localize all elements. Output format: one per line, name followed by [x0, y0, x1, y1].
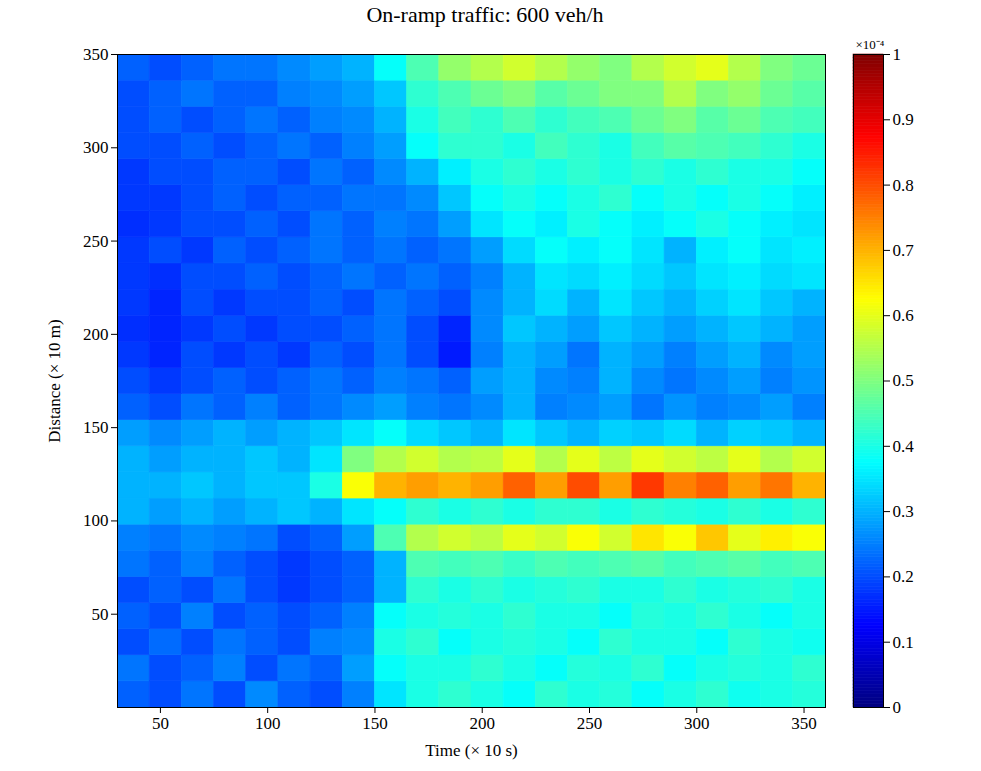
html-text:On-ramp traffic: 600 veh/h: On-ramp traffic: 600 veh/h	[366, 2, 604, 27]
svg-text:300: 300	[684, 714, 710, 733]
svg-text:200: 200	[83, 325, 109, 344]
svg-text:350: 350	[83, 45, 109, 64]
svg-text:Time (× 10 s): Time (× 10 s)	[425, 741, 518, 760]
svg-text:50: 50	[92, 605, 109, 624]
svg-text:0.5: 0.5	[893, 371, 914, 390]
svg-text:0.8: 0.8	[893, 176, 914, 195]
svg-text:250: 250	[83, 232, 109, 251]
svg-text:0.4: 0.4	[893, 437, 915, 456]
svg-text:×10⁻⁴: ×10⁻⁴	[856, 37, 885, 52]
svg-text:0: 0	[893, 698, 902, 717]
svg-text:300: 300	[83, 138, 109, 157]
svg-text:0.3: 0.3	[893, 502, 914, 521]
svg-text:0.2: 0.2	[893, 567, 914, 586]
svg-text:50: 50	[152, 714, 169, 733]
svg-text:0.9: 0.9	[893, 110, 914, 129]
svg-text:Distance (× 10 m): Distance (× 10 m)	[45, 319, 64, 442]
svg-text:0.6: 0.6	[893, 306, 914, 325]
svg-text:100: 100	[83, 511, 109, 530]
svg-text:100: 100	[255, 714, 281, 733]
svg-text:250: 250	[577, 714, 603, 733]
svg-text:350: 350	[791, 714, 817, 733]
svg-text:0.7: 0.7	[893, 241, 915, 260]
svg-text:0.1: 0.1	[893, 633, 914, 652]
svg-text:150: 150	[362, 714, 388, 733]
svg-text:150: 150	[83, 418, 109, 437]
svg-text:200: 200	[469, 714, 495, 733]
svg-text:1: 1	[893, 45, 902, 64]
